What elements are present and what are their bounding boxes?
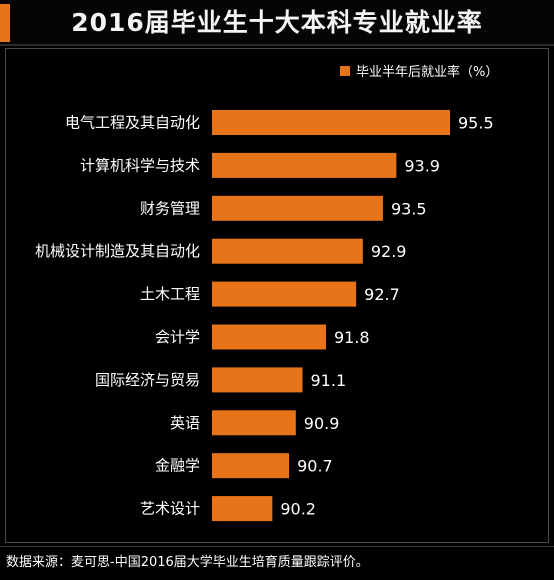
data-label: 91.1 [311,371,347,390]
bar [212,195,383,221]
category-label: 机械设计制造及其自动化 [35,242,200,260]
data-label: 93.9 [404,156,440,175]
bar [212,281,357,307]
header-accent-bar [0,4,10,42]
data-label: 93.5 [391,199,427,218]
bar-chart: 毕业半年后就业率（%） 电气工程及其自动化 95.5 计算机科学与技术 93.9 财务管理… [35,64,498,522]
title-divider [0,44,554,46]
category-label: 艺术设计 [140,500,200,518]
bar [212,324,326,350]
category-label: 会计学 [155,328,200,346]
bar [212,367,303,393]
bar [212,453,290,479]
category-label: 财务管理 [140,199,200,217]
bar [212,410,296,436]
legend-label: 毕业半年后就业率（%） [356,64,498,80]
bar [212,496,273,522]
data-label: 90.9 [304,414,340,433]
category-label: 英语 [170,414,200,432]
chart-title: 2016届毕业生十大本科专业就业率 [71,8,483,37]
category-label: 国际经济与贸易 [95,371,200,389]
category-label: 土木工程 [140,285,200,303]
chart-area: 毕业半年后就业率（%） 电气工程及其自动化 95.5 计算机科学与技术 93.9 财务管理… [5,48,549,543]
source-note: 数据来源：麦可思-中国2016届大学毕业生培育质量跟踪评价。 [6,555,369,570]
data-label: 90.2 [280,500,316,519]
footer-divider [0,546,554,547]
data-label: 95.5 [458,114,494,133]
data-label: 92.7 [364,285,400,304]
bar [212,110,450,135]
data-label: 91.8 [334,328,370,347]
header-band [0,0,554,44]
bar [212,238,363,264]
data-label: 90.7 [297,457,333,476]
category-label: 金融学 [155,457,200,475]
data-label: 92.9 [371,242,407,261]
category-label: 电气工程及其自动化 [65,114,200,132]
legend-swatch [340,66,350,76]
category-label: 计算机科学与技术 [80,156,200,174]
bar [212,152,397,178]
